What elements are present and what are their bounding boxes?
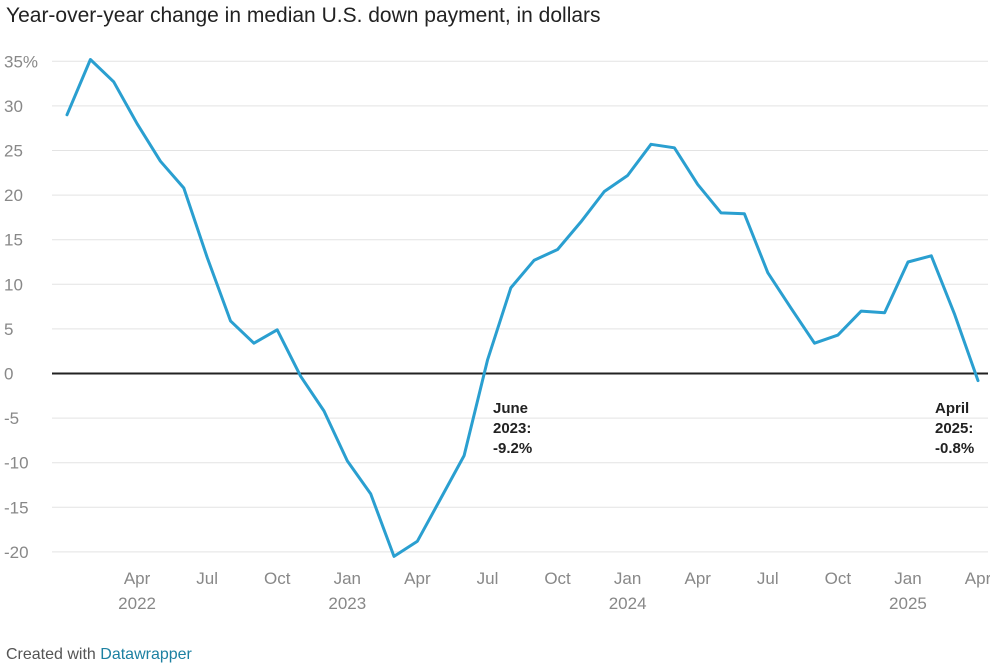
y-tick-label: 15 xyxy=(4,231,23,250)
y-tick-label: 0 xyxy=(4,365,13,384)
x-tick-label: Apr xyxy=(404,569,431,588)
y-tick-label: 5 xyxy=(4,320,13,339)
y-tick-label: 25 xyxy=(4,142,23,161)
annotation-label: 2025: xyxy=(935,420,973,437)
x-tick-label: Jul xyxy=(477,569,499,588)
gridlines xyxy=(52,60,988,553)
x-tick-label: Jan xyxy=(894,569,921,588)
chart-title: Year-over-year change in median U.S. dow… xyxy=(6,4,601,27)
annotation-label: April xyxy=(935,400,969,417)
x-tick-year: 2023 xyxy=(328,594,366,613)
x-axis-ticks: Apr 2022 Jul Oct Jan 2023 Apr Jul Oct Jan 2024 Apr J… xyxy=(118,569,990,613)
y-tick-label: 20 xyxy=(4,186,23,205)
annotation-label: June xyxy=(493,400,528,417)
x-tick-label: Apr xyxy=(684,569,711,588)
annotations: June 2023: -9.2% April 2025: -0.8% xyxy=(493,400,974,457)
y-tick-label: -5 xyxy=(4,409,19,428)
line-chart: 35% 30 25 20 15 10 5 0 -5 -10 -15 -20 Apr 2022 Jul Oct… xyxy=(4,52,990,613)
annotation-label: -9.2% xyxy=(493,440,532,457)
annotation-label: 2023: xyxy=(493,420,531,437)
annotation-label: -0.8% xyxy=(935,440,974,457)
x-tick-year: 2025 xyxy=(889,594,927,613)
x-tick-label: Jan xyxy=(334,569,361,588)
y-tick-label: 30 xyxy=(4,97,23,116)
x-tick-label: Oct xyxy=(264,569,291,588)
x-tick-label: Jan xyxy=(614,569,641,588)
y-axis-ticks: 35% 30 25 20 15 10 5 0 -5 -10 -15 -20 xyxy=(4,52,38,562)
y-tick-label: -10 xyxy=(4,454,29,473)
datawrapper-link[interactable]: Datawrapper xyxy=(100,646,192,663)
y-tick-label: 35% xyxy=(4,52,38,71)
x-tick-label: Jul xyxy=(757,569,779,588)
footer-prefix: Created with xyxy=(6,646,96,663)
x-tick-label: Oct xyxy=(544,569,571,588)
x-tick-year: 2022 xyxy=(118,594,156,613)
y-tick-label: -15 xyxy=(4,498,29,517)
series-line xyxy=(65,58,980,558)
x-tick-label: Apr xyxy=(124,569,151,588)
x-tick-label: Jul xyxy=(196,569,218,588)
footer-credit: Created with Datawrapper xyxy=(6,646,192,664)
x-tick-label: Apr xyxy=(965,569,990,588)
x-tick-year: 2024 xyxy=(609,594,647,613)
series-group xyxy=(65,58,980,558)
x-tick-label: Oct xyxy=(825,569,852,588)
y-tick-label: -20 xyxy=(4,543,29,562)
y-tick-label: 10 xyxy=(4,275,23,294)
